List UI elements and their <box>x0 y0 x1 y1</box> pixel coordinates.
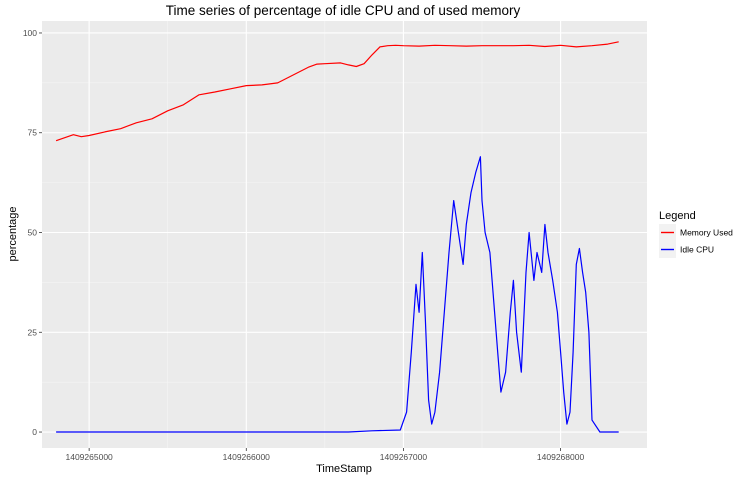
y-tick-label: 25 <box>28 327 38 337</box>
series-line-memory-used <box>55 41 619 142</box>
legend-title: Legend <box>659 210 696 222</box>
series-line-idle-cpu <box>56 156 619 433</box>
plot-panel <box>42 21 647 448</box>
y-tick-label: 0 <box>32 427 37 437</box>
chart-title: Time series of percentage of idle CPU an… <box>166 3 521 18</box>
y-axis: 0 25 50 75 100 <box>23 28 42 437</box>
series-layer <box>55 41 619 433</box>
y-tick-label: 75 <box>28 128 38 138</box>
legend-label-memory-used: Memory Used <box>680 228 733 238</box>
x-tick-label: 1409268000 <box>537 452 585 462</box>
x-tick-label: 1409266000 <box>223 452 271 462</box>
y-tick-label: 50 <box>28 228 38 238</box>
legend-label-idle-cpu: Idle CPU <box>680 245 714 255</box>
x-tick-label: 1409267000 <box>380 452 428 462</box>
x-axis-title: TimeStamp <box>316 463 372 475</box>
x-tick-label: 1409265000 <box>66 452 114 462</box>
legend: Legend Memory Used Idle CPU <box>659 210 733 258</box>
y-axis-title: percentage <box>7 206 19 261</box>
legend-entries: Memory Used Idle CPU <box>659 224 733 258</box>
x-axis: 1409265000 1409266000 1409267000 1409268000 <box>66 448 585 462</box>
grid-minor <box>42 21 647 448</box>
y-tick-label: 100 <box>23 28 37 38</box>
